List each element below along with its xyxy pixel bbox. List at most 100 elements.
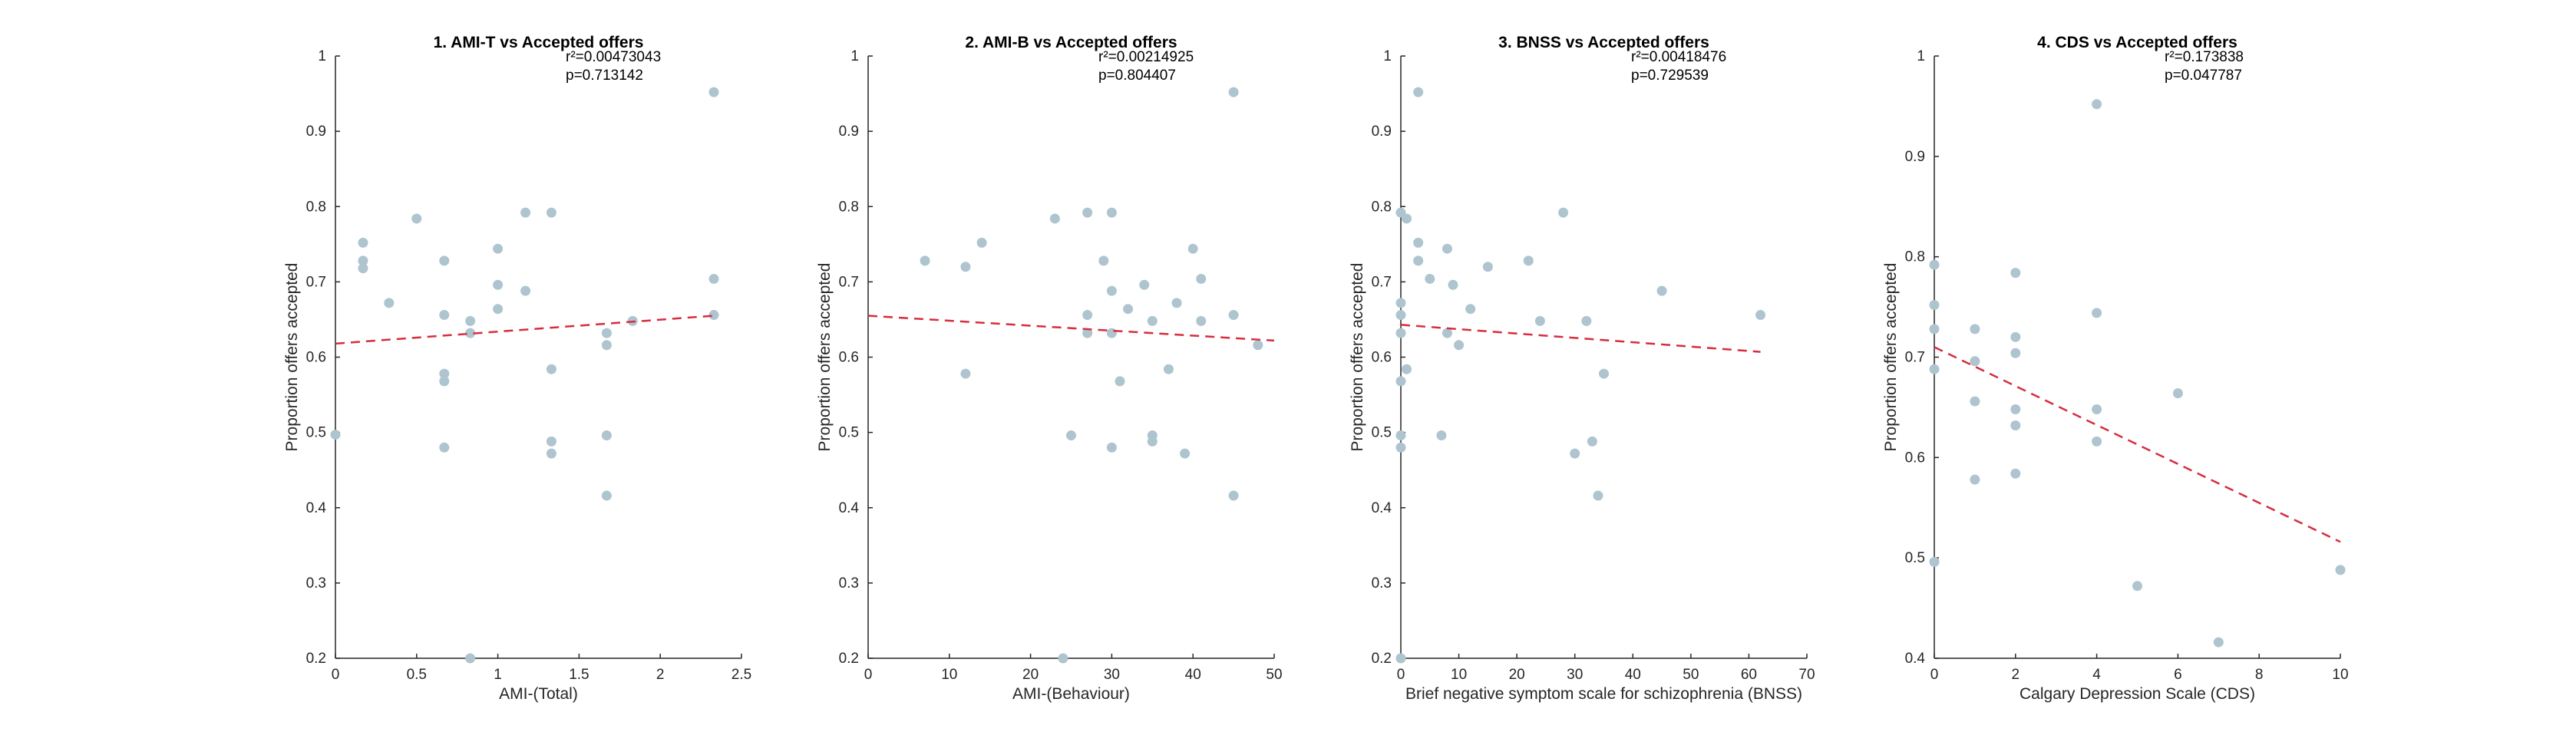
data-point xyxy=(1196,273,1207,284)
data-point xyxy=(1970,356,1980,367)
x-tick-label: 50 xyxy=(1683,667,1699,683)
y-tick-label: 1 xyxy=(1917,48,1925,64)
y-tick-label: 0.7 xyxy=(839,274,859,290)
y-tick-label: 0.8 xyxy=(1905,249,1925,265)
data-point xyxy=(1228,310,1239,321)
data-point xyxy=(2010,420,2021,430)
x-tick-label: 0 xyxy=(864,667,873,683)
data-point xyxy=(1139,279,1150,290)
x-tick-label: 0 xyxy=(1930,667,1939,683)
y-tick-label: 0.6 xyxy=(1372,350,1392,366)
x-axis-label: Calgary Depression Scale (CDS) xyxy=(2020,685,2255,703)
y-tick-label: 0.7 xyxy=(1372,274,1392,290)
y-tick-label: 0.3 xyxy=(306,575,326,592)
data-point xyxy=(384,298,395,308)
fit-line xyxy=(867,315,1275,342)
data-point xyxy=(2010,348,2021,358)
y-axis-label: Proportion offers accepted xyxy=(283,263,301,452)
data-point xyxy=(1082,207,1093,218)
data-point xyxy=(601,490,612,501)
y-tick-label: 0.4 xyxy=(1905,651,1926,667)
data-point xyxy=(2132,581,2142,592)
y-tick-label: 0.8 xyxy=(1372,199,1392,215)
data-point xyxy=(1106,442,1117,453)
y-axis-label: Proportion offers accepted xyxy=(1349,263,1366,452)
data-point xyxy=(1534,315,1545,326)
data-point xyxy=(1656,285,1667,296)
data-point xyxy=(1970,324,1980,335)
y-tick-label: 0.9 xyxy=(1372,124,1392,140)
data-point xyxy=(708,87,719,97)
y-tick-label: 0.3 xyxy=(1372,575,1392,592)
y-tick-label: 0.3 xyxy=(839,575,859,592)
data-point xyxy=(708,273,719,284)
data-point xyxy=(439,368,450,379)
chart-title: 1. AMI-T vs Accepted offers xyxy=(434,34,644,51)
y-tick-label: 0.5 xyxy=(839,425,859,441)
r-squared-label: r²=0.00418476 xyxy=(1631,49,1726,65)
chart-panel-1: 0 0.5 1 1.5 2 2.5 0.2 0.3 0.4 0.5 0.6 0.7 0.8 0.9 1 1. … xyxy=(283,34,751,703)
y-tick-label: 0.5 xyxy=(306,425,326,441)
data-point xyxy=(546,207,556,218)
y-axis-label: Proportion offers accepted xyxy=(816,263,834,452)
y-tick-label: 0.5 xyxy=(1372,425,1392,441)
chart-title: 4. CDS vs Accepted offers xyxy=(2037,34,2237,51)
data-point xyxy=(493,304,504,315)
data-point xyxy=(1066,430,1076,441)
data-point xyxy=(493,243,504,254)
chart-title: 2. AMI-B vs Accepted offers xyxy=(965,34,1177,51)
x-tick-label: 1.5 xyxy=(569,667,589,683)
data-point xyxy=(1106,328,1117,338)
data-point xyxy=(1228,490,1239,501)
data-point xyxy=(2172,388,2183,399)
data-point xyxy=(2092,404,2102,415)
data-point xyxy=(1929,556,1940,567)
data-point xyxy=(2010,268,2021,279)
data-point xyxy=(1082,328,1093,338)
y-tick-label: 0.9 xyxy=(1905,149,1925,165)
p-value-label: p=0.729539 xyxy=(1631,68,1709,84)
data-point xyxy=(1163,364,1174,374)
data-point xyxy=(330,430,341,440)
y-tick-label: 0.2 xyxy=(1372,651,1392,667)
data-point xyxy=(2092,99,2102,110)
data-point xyxy=(358,263,368,274)
data-point xyxy=(1413,255,1424,266)
data-point xyxy=(2010,331,2021,342)
x-tick-label: 2 xyxy=(2012,667,2020,683)
data-point xyxy=(1593,490,1603,501)
data-point xyxy=(1929,259,1940,270)
data-point xyxy=(1058,653,1068,664)
y-tick-label: 0.8 xyxy=(839,199,859,215)
y-axis-label: Proportion offers accepted xyxy=(1882,263,1900,452)
data-point xyxy=(1395,376,1406,387)
r-squared-label: r²=0.173838 xyxy=(2165,49,2244,65)
data-point xyxy=(1442,328,1452,338)
data-point xyxy=(1395,653,1406,664)
data-point xyxy=(546,448,556,459)
p-value-label: p=0.804407 xyxy=(1098,68,1176,84)
x-tick-label: 4 xyxy=(2092,667,2101,683)
data-point xyxy=(1436,430,1447,441)
data-point xyxy=(1413,237,1424,248)
data-point xyxy=(1523,255,1534,266)
x-tick-label: 50 xyxy=(1266,667,1282,683)
data-point xyxy=(1147,436,1158,447)
data-point xyxy=(1123,304,1134,315)
data-point xyxy=(1402,213,1412,224)
x-tick-label: 70 xyxy=(1798,667,1815,683)
x-tick-label: 0 xyxy=(332,667,340,683)
data-point xyxy=(1196,315,1207,326)
data-point xyxy=(601,430,612,441)
data-point xyxy=(358,255,368,266)
y-tick-label: 0.6 xyxy=(839,350,859,366)
y-tick-label: 0.5 xyxy=(1905,550,1925,566)
y-tick-label: 1 xyxy=(1383,48,1392,64)
data-point xyxy=(1599,368,1609,379)
data-point xyxy=(439,376,450,387)
y-tick-label: 0.4 xyxy=(1372,500,1392,516)
data-point xyxy=(1558,207,1569,218)
data-point xyxy=(1147,315,1158,326)
r-squared-label: r²=0.00473043 xyxy=(566,49,661,65)
